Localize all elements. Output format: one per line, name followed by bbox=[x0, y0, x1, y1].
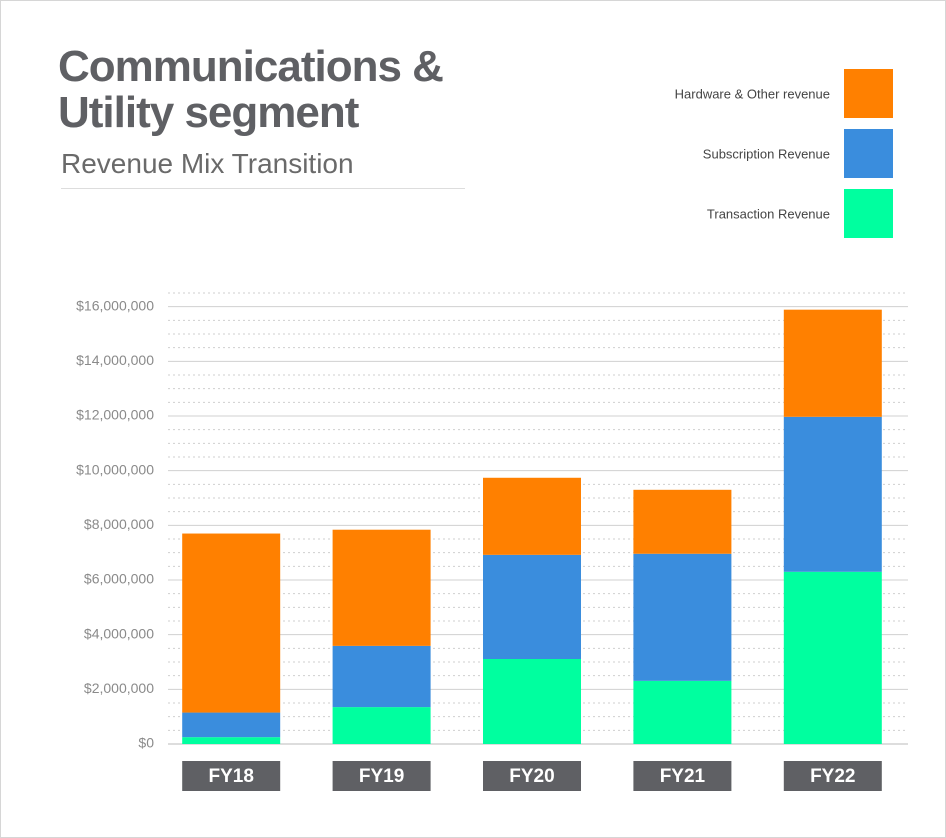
x-tick-box bbox=[182, 761, 281, 791]
x-tick-box bbox=[783, 761, 882, 791]
bar-segment bbox=[783, 571, 882, 744]
y-tick-label: $2,000,000 bbox=[84, 680, 154, 696]
y-tick-label: $8,000,000 bbox=[84, 516, 154, 532]
bar-segment bbox=[182, 533, 281, 713]
y-tick-label: $6,000,000 bbox=[84, 571, 154, 587]
legend-swatch bbox=[844, 189, 893, 238]
chart-title: Communications & Utility segment bbox=[58, 42, 444, 137]
y-tick-label: $12,000,000 bbox=[76, 407, 154, 423]
y-tick-label: $0 bbox=[138, 735, 154, 751]
bar-segment bbox=[633, 489, 732, 554]
bar-segment bbox=[483, 554, 581, 659]
legend-label: Transaction Revenue bbox=[707, 206, 830, 221]
bar-segment bbox=[332, 707, 431, 744]
x-tick-box bbox=[332, 761, 431, 791]
bar-segment bbox=[483, 477, 581, 555]
y-tick-label: $4,000,000 bbox=[84, 625, 154, 641]
bar-segment bbox=[483, 658, 581, 744]
bar-segment bbox=[332, 645, 431, 708]
bar-segment bbox=[783, 309, 882, 417]
legend-label: Hardware & Other revenue bbox=[675, 86, 830, 101]
x-tick-label: FY21 bbox=[660, 766, 706, 787]
y-tick-label: $10,000,000 bbox=[76, 461, 154, 477]
x-tick-box bbox=[483, 761, 581, 791]
bar-segment bbox=[633, 680, 732, 744]
y-tick-label: $14,000,000 bbox=[76, 352, 154, 368]
bar-segment bbox=[783, 416, 882, 572]
bar-segment bbox=[182, 737, 281, 744]
x-tick-box bbox=[633, 761, 732, 791]
bar-segment bbox=[633, 553, 732, 681]
y-tick-label: $16,000,000 bbox=[76, 297, 154, 313]
x-tick-label: FY22 bbox=[810, 766, 855, 787]
legend-label: Subscription Revenue bbox=[703, 146, 830, 161]
chart-subtitle: Revenue Mix Transition bbox=[61, 148, 465, 189]
x-tick-label: FY20 bbox=[509, 766, 554, 787]
bar-segment bbox=[182, 712, 281, 738]
x-tick-label: FY18 bbox=[208, 766, 253, 787]
bar-segment bbox=[332, 529, 431, 646]
legend-swatch bbox=[844, 129, 893, 178]
legend-swatch bbox=[844, 69, 893, 118]
x-tick-label: FY19 bbox=[359, 766, 404, 787]
